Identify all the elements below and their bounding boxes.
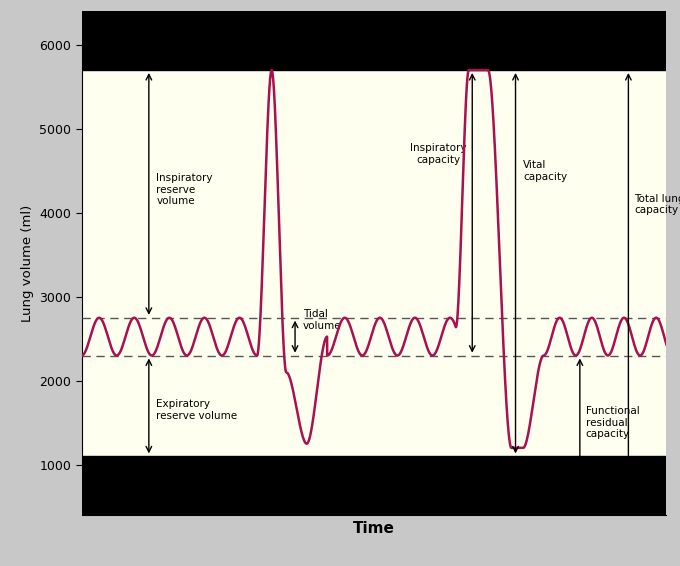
Text: Inspiration: Inspiration [326,32,422,50]
Bar [82,456,666,515]
Text: Functional
residual
capacity: Functional residual capacity [585,406,639,439]
Text: Inspiratory
capacity: Inspiratory capacity [410,143,466,165]
Text: Inspiratory
reserve
volume: Inspiratory reserve volume [156,173,213,207]
Text: Expiration: Expiration [316,477,408,495]
Bar [82,11,666,70]
Text: Tidal
volume: Tidal volume [303,309,341,331]
X-axis label: Time: Time [353,521,395,535]
Text: Total lung
capacity: Total lung capacity [634,194,680,215]
Y-axis label: Lung volume (ml): Lung volume (ml) [20,204,33,322]
Text: Expiratory
reserve volume: Expiratory reserve volume [156,400,237,421]
Text: Residual
volume: Residual volume [156,483,201,505]
Text: Vital
capacity: Vital capacity [523,160,567,182]
Bar [82,70,666,456]
